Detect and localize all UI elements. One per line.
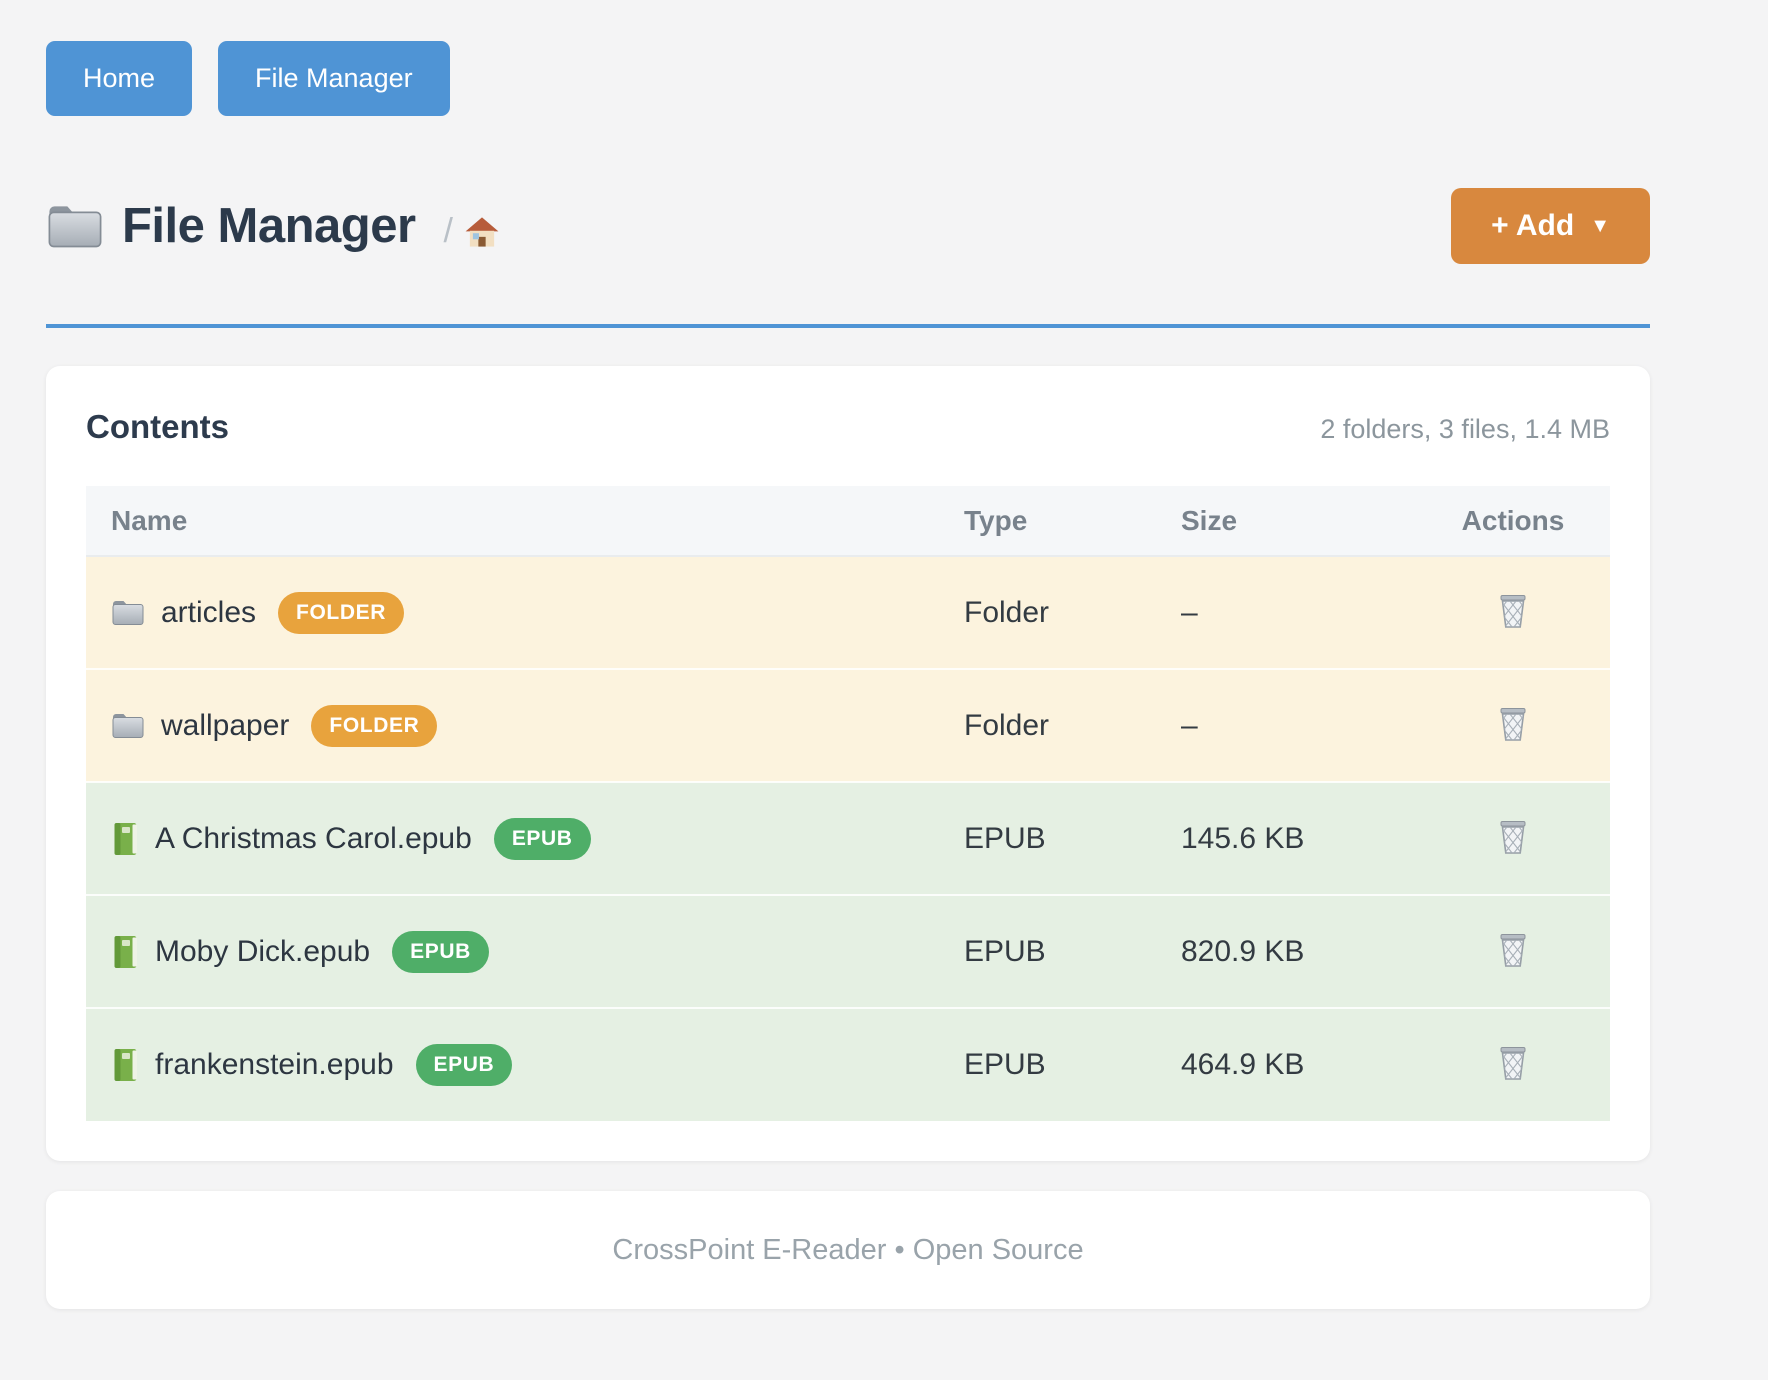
- home-button[interactable]: Home: [46, 41, 193, 116]
- file-name-link[interactable]: wallpaper: [161, 708, 290, 742]
- trash-icon[interactable]: [1496, 592, 1530, 629]
- page-header: File Manager / + Add ▼: [46, 188, 1650, 264]
- book-icon: [111, 1048, 139, 1082]
- breadcrumb-separator: /: [443, 211, 453, 250]
- type-cell: EPUB: [964, 1048, 1046, 1081]
- file-name-link[interactable]: articles: [161, 595, 257, 629]
- book-icon: [111, 822, 139, 856]
- contents-table: Name Type Size Actions articles FOLDER F…: [86, 486, 1610, 1121]
- column-header-type: Type: [964, 486, 1181, 556]
- type-badge: EPUB: [415, 1044, 513, 1086]
- table-row[interactable]: Moby Dick.epub EPUB EPUB 820.9 KB: [86, 895, 1610, 1008]
- header-divider: [46, 324, 1650, 328]
- type-cell: EPUB: [964, 821, 1046, 855]
- folder-icon: [46, 201, 104, 251]
- file-name-link[interactable]: A Christmas Carol.epub: [155, 821, 472, 855]
- size-cell: 464.9 KB: [1181, 1048, 1305, 1081]
- size-cell: –: [1181, 595, 1198, 629]
- type-badge: EPUB: [493, 817, 591, 860]
- contents-summary: 2 folders, 3 files, 1.4 MB: [1320, 414, 1610, 444]
- footer-text: CrossPoint E-Reader • Open Source: [612, 1233, 1084, 1266]
- add-button[interactable]: + Add ▼: [1451, 188, 1650, 264]
- page-title: File Manager: [122, 199, 416, 253]
- column-header-name: Name: [86, 486, 964, 556]
- column-header-size: Size: [1181, 486, 1416, 556]
- type-cell: Folder: [964, 708, 1050, 742]
- trash-icon[interactable]: [1496, 705, 1530, 742]
- table-row[interactable]: A Christmas Carol.epub EPUB EPUB 145.6 K…: [86, 782, 1610, 895]
- file-name-link[interactable]: frankenstein.epub: [155, 1048, 394, 1081]
- caret-down-icon: ▼: [1590, 214, 1610, 237]
- table-row[interactable]: frankenstein.epub EPUB EPUB 464.9 KB: [86, 1008, 1610, 1121]
- type-badge: EPUB: [392, 930, 489, 973]
- table-row[interactable]: wallpaper FOLDER Folder –: [86, 669, 1610, 782]
- column-header-actions: Actions: [1416, 486, 1610, 556]
- contents-heading: Contents: [86, 408, 229, 445]
- type-cell: EPUB: [964, 934, 1046, 968]
- folder-icon: [111, 711, 145, 740]
- trash-icon[interactable]: [1496, 931, 1530, 968]
- table-row[interactable]: articles FOLDER Folder –: [86, 556, 1610, 669]
- home-breadcrumb-icon[interactable]: [465, 216, 499, 248]
- type-badge: FOLDER: [311, 704, 438, 747]
- book-icon: [111, 935, 139, 969]
- trash-icon[interactable]: [1496, 1044, 1530, 1081]
- top-nav: Home File Manager: [46, 0, 1650, 116]
- footer-card: CrossPoint E-Reader • Open Source: [46, 1191, 1650, 1309]
- file-manager-button[interactable]: File Manager: [218, 41, 450, 116]
- size-cell: 145.6 KB: [1181, 821, 1305, 855]
- size-cell: 820.9 KB: [1181, 934, 1305, 968]
- file-name-link[interactable]: Moby Dick.epub: [155, 934, 371, 968]
- type-badge: FOLDER: [278, 591, 404, 634]
- contents-card: Contents 2 folders, 3 files, 1.4 MB Name…: [46, 366, 1650, 1161]
- table-header-row: Name Type Size Actions: [86, 486, 1610, 556]
- folder-icon: [111, 598, 145, 627]
- type-cell: Folder: [964, 595, 1050, 629]
- add-button-label: + Add: [1491, 209, 1575, 242]
- trash-icon[interactable]: [1496, 818, 1530, 855]
- size-cell: –: [1181, 708, 1198, 742]
